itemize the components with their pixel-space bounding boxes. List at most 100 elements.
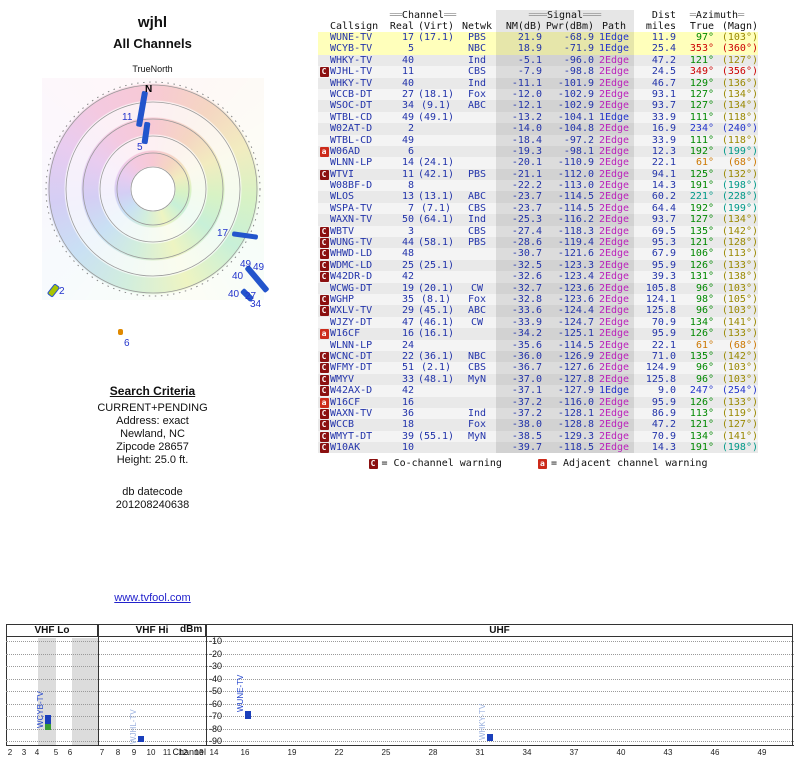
report-subtitle: All Channels — [40, 36, 265, 51]
cell-azimuth-magn: (103°) — [714, 283, 758, 294]
cell-warning: C — [318, 271, 330, 282]
channel-tick-label: 4 — [35, 748, 39, 757]
cell-azimuth-true: 111° — [676, 135, 714, 146]
tvfool-link[interactable]: www.tvfool.com — [40, 592, 265, 604]
channel-tick-label: 16 — [241, 748, 250, 757]
cell-path: 2Edge — [594, 374, 634, 385]
cell-miles: 93.7 — [634, 100, 676, 111]
col-path: Path — [594, 21, 634, 32]
cell-azimuth-magn: (118°) — [714, 135, 758, 146]
cell-noise-margin: -37.0 — [496, 374, 542, 385]
channel-tick-label: 37 — [570, 748, 579, 757]
cell-power: -127.9 — [542, 385, 594, 396]
cell-miles: 124.9 — [634, 362, 676, 373]
table-row: WCWG-DT19(20.1)CW-32.7-123.62Edge105.896… — [318, 283, 758, 294]
cell-callsign: WCCB-DT — [330, 89, 388, 100]
cell-azimuth-true: 192° — [676, 203, 714, 214]
cell-virtual-channel: (55.1) — [414, 431, 458, 442]
cell-real-channel: 36 — [388, 408, 414, 419]
cell-azimuth-magn: (113°) — [714, 248, 758, 259]
cell-network: CBS — [458, 66, 496, 77]
cell-network — [458, 123, 496, 134]
cell-miles: 70.9 — [634, 317, 676, 328]
col-miles: miles — [634, 21, 676, 32]
cell-miles: 105.8 — [634, 283, 676, 294]
cell-warning: a — [318, 146, 330, 157]
cell-virtual-channel: (20.1) — [414, 283, 458, 294]
cell-azimuth-magn: (132°) — [714, 169, 758, 180]
cell-power: -123.4 — [542, 271, 594, 282]
cell-virtual-channel — [414, 135, 458, 146]
warning-badge: C — [320, 249, 329, 259]
report-title: wjhl — [40, 14, 265, 31]
cell-network — [458, 271, 496, 282]
cell-callsign: WTVI — [330, 169, 388, 180]
cell-miles: 16.9 — [634, 123, 676, 134]
cell-real-channel: 10 — [388, 442, 414, 453]
co-channel-legend: C = Co-channel warning — [369, 458, 502, 469]
cell-azimuth-true: 234° — [676, 123, 714, 134]
cell-power: -114.5 — [542, 203, 594, 214]
cell-path: 2Edge — [594, 203, 634, 214]
cell-callsign: W42DR-D — [330, 271, 388, 282]
dbm-gridline — [6, 654, 794, 655]
cell-network — [458, 146, 496, 157]
cell-path: 2Edge — [594, 305, 634, 316]
co-channel-badge: C — [369, 459, 378, 469]
station-signal-bar — [245, 711, 251, 719]
cell-network: PBS — [458, 32, 496, 43]
cell-path: 2Edge — [594, 362, 634, 373]
table-row: CWCCB18Fox-38.0-128.82Edge47.2121°(127°) — [318, 419, 758, 430]
cell-azimuth-true: 135° — [676, 226, 714, 237]
channel-tick-label: 22 — [335, 748, 344, 757]
cell-callsign: WSPA-TV — [330, 203, 388, 214]
cell-real-channel: 42 — [388, 271, 414, 282]
cell-noise-margin: 21.9 — [496, 32, 542, 43]
dbm-tick-label: -50 — [209, 686, 222, 696]
cell-network: CW — [458, 317, 496, 328]
cell-network: MyN — [458, 374, 496, 385]
cell-callsign: WHKY-TV — [330, 55, 388, 66]
cell-real-channel: 51 — [388, 362, 414, 373]
cell-callsign: WLNN-LP — [330, 340, 388, 351]
cell-miles: 25.4 — [634, 43, 676, 54]
station-label: WUNE-TV — [236, 670, 245, 712]
cell-path: 1Edge — [594, 112, 634, 123]
dbm-tick-label: -40 — [209, 674, 222, 684]
cell-azimuth-true: 121° — [676, 55, 714, 66]
table-row: CWTVI11(42.1)PBS-21.1-112.02Edge94.1125°… — [318, 169, 758, 180]
azimuth-signal-marker — [118, 329, 123, 335]
cell-virtual-channel — [414, 408, 458, 419]
band-signal-chart: -10-20-30-40-50-60-70-80-902345678910111… — [4, 622, 796, 766]
cell-power: -98.1 — [542, 146, 594, 157]
cell-real-channel: 34 — [388, 100, 414, 111]
cell-azimuth-true: 134° — [676, 317, 714, 328]
cell-warning: C — [318, 362, 330, 373]
cell-azimuth-magn: (133°) — [714, 397, 758, 408]
table-row: WLOS13(13.1)ABC-23.7-114.52Edge60.2221°(… — [318, 191, 758, 202]
col-real: Real — [388, 21, 414, 32]
channel-tick-label: 40 — [617, 748, 626, 757]
table-row: W08BF-D8-22.2-113.02Edge14.3191°(198°) — [318, 180, 758, 191]
cell-power: -123.3 — [542, 260, 594, 271]
cell-callsign: W42AX-D — [330, 385, 388, 396]
cell-path: 2Edge — [594, 123, 634, 134]
cell-miles: 47.2 — [634, 419, 676, 430]
band-section-uhf: UHF — [206, 624, 793, 637]
cell-real-channel: 2 — [388, 123, 414, 134]
dbm-gridline — [6, 704, 794, 705]
channel-tick-label: 49 — [758, 748, 767, 757]
cell-miles: 22.1 — [634, 340, 676, 351]
cell-miles: 46.7 — [634, 78, 676, 89]
cell-real-channel: 35 — [388, 294, 414, 305]
channel-tick-label: 28 — [429, 748, 438, 757]
cell-azimuth-magn: (118°) — [714, 112, 758, 123]
cell-azimuth-magn: (127°) — [714, 55, 758, 66]
table-row: CWAXN-TV36Ind-37.2-128.12Edge86.9113°(11… — [318, 408, 758, 419]
cell-callsign: W06AD — [330, 146, 388, 157]
radar-channel-label: 6 — [124, 338, 130, 349]
cell-noise-margin: -5.1 — [496, 55, 542, 66]
channel-tick-label: 8 — [116, 748, 120, 757]
cell-azimuth-true: 221° — [676, 191, 714, 202]
dist-group-header: Dist — [634, 10, 676, 21]
